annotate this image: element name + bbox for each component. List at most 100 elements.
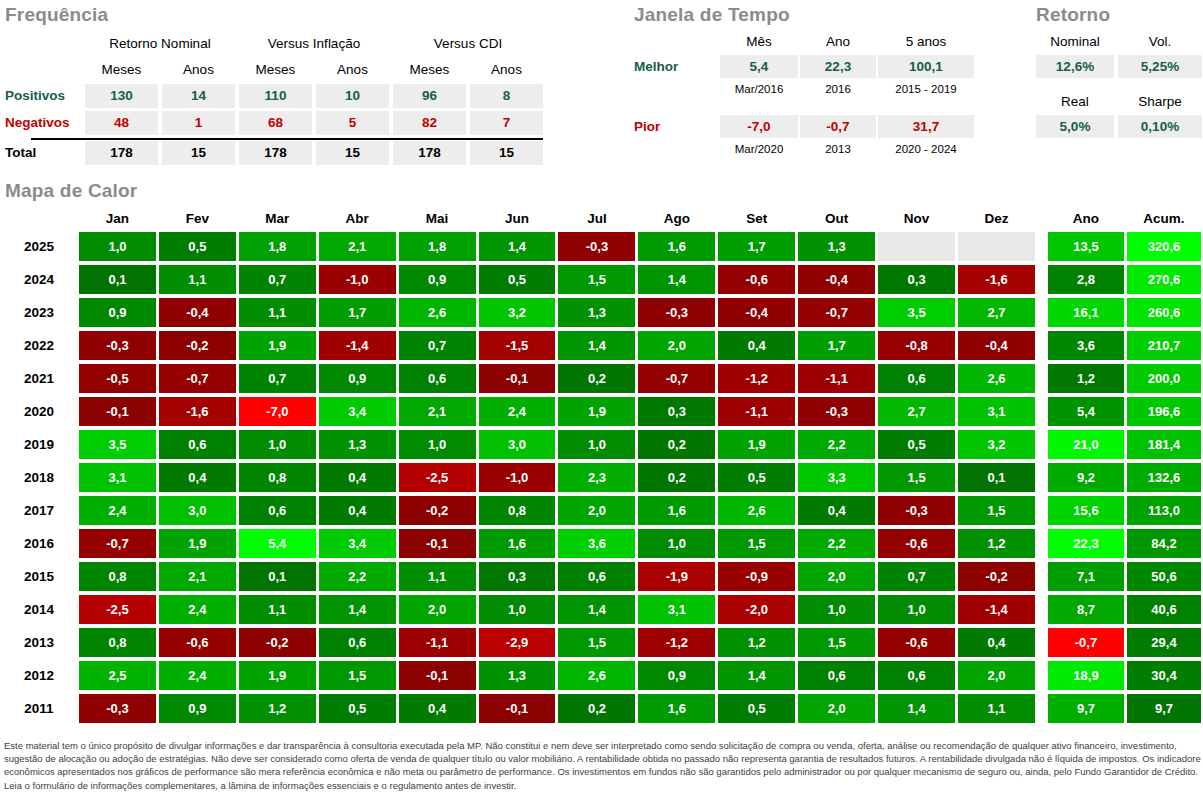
heatmap-spacer: [1038, 628, 1045, 657]
heatmap-cell: 5,4: [239, 529, 316, 558]
heatmap-month-header: Mar: [239, 210, 316, 228]
heatmap-cell: -1,1: [399, 628, 476, 657]
heatmap-cell: 3,1: [79, 463, 156, 492]
heatmap-cell: 2,1: [159, 562, 236, 591]
heatmap-cell: -0,2: [159, 331, 236, 360]
heatmap-year-label: 2019: [2, 430, 76, 459]
heatmap-cell: 1,4: [479, 232, 556, 261]
heatmap-cell: 1,4: [638, 265, 715, 294]
heatmap-cell: -0,4: [798, 265, 875, 294]
heatmap-cell: -0,3: [79, 694, 156, 723]
heatmap-cell: 0,6: [878, 661, 955, 690]
heatmap-cell: 1,0: [479, 595, 556, 624]
heatmap-cell: -0,8: [878, 331, 955, 360]
heatmap-ano-cell: 8,7: [1048, 595, 1124, 624]
heatmap-acum-cell: 196,6: [1127, 397, 1201, 426]
freq-row-label-negativos: Negativos: [5, 111, 81, 135]
heatmap-acum-cell: 200,0: [1127, 364, 1201, 393]
janela-value: -7,0: [720, 115, 798, 138]
heatmap-cell: 1,0: [878, 595, 955, 624]
heatmap-cell: 1,5: [878, 463, 955, 492]
heatmap-cell: 1,7: [798, 331, 875, 360]
freq-value: 130: [85, 84, 158, 108]
heatmap-cell: -0,3: [798, 397, 875, 426]
retorno-col-header: Nominal: [1036, 32, 1114, 52]
heatmap-ano-cell: 2,8: [1048, 265, 1124, 294]
heatmap-cell: 1,2: [239, 694, 316, 723]
heatmap-year-label: 2014: [2, 595, 76, 624]
heatmap-cell: 0,5: [159, 232, 236, 261]
retorno-section: Retorno Nominal Vol. 12,6% 5,25% Real Sh…: [1036, 4, 1203, 138]
heatmap-ano-cell: 5,4: [1048, 397, 1124, 426]
heatmap-year-label: 2021: [2, 364, 76, 393]
janela-date: Mar/2016: [720, 81, 798, 99]
heatmap-grid: JanFevMarAbrMaiJunJulAgoSetOutNovDezAnoA…: [2, 208, 1201, 723]
heatmap-cell: 2,0: [798, 562, 875, 591]
heatmap-cell: 0,6: [399, 364, 476, 393]
heatmap-cell: 1,3: [558, 298, 635, 327]
freq-value: 15: [162, 141, 235, 165]
heatmap-cell: 0,2: [638, 430, 715, 459]
heatmap-cell: 0,6: [159, 430, 236, 459]
freq-value: 14: [162, 84, 235, 108]
heatmap-spacer: [1038, 562, 1045, 591]
heatmap-ano-cell: 22,3: [1048, 529, 1124, 558]
frequencia-title: Frequência: [5, 4, 565, 26]
freq-value: 8: [470, 84, 543, 108]
janela-value: 100,1: [878, 55, 974, 78]
janela-corner: [634, 81, 718, 99]
heatmap-cell: -0,7: [638, 364, 715, 393]
heatmap-ano-cell: 3,6: [1048, 331, 1124, 360]
heatmap-cell: 1,2: [958, 529, 1035, 558]
heatmap-cell: -0,4: [958, 331, 1035, 360]
janela-row-label-melhor: Melhor: [634, 55, 718, 78]
heatmap-cell: -0,1: [399, 529, 476, 558]
heatmap-cell: 0,1: [958, 463, 1035, 492]
freq-corner: [5, 32, 81, 56]
heatmap-cell: 0,3: [479, 562, 556, 591]
heatmap-spacer: [1038, 529, 1045, 558]
heatmap-cell: 1,7: [319, 298, 396, 327]
heatmap-cell: -2,0: [718, 595, 795, 624]
heatmap-cell: -0,2: [958, 562, 1035, 591]
freq-value: 178: [393, 141, 466, 165]
freq-corner: [5, 59, 81, 81]
janela-corner: [634, 141, 718, 159]
heatmap-cell: 3,0: [479, 430, 556, 459]
heatmap-cell: 1,4: [558, 331, 635, 360]
retorno-spacer: [1036, 81, 1202, 89]
heatmap-cell: 0,2: [558, 364, 635, 393]
freq-group-header: Versus CDI: [393, 32, 543, 56]
disclaimer-line: econômicos apresentados nos gráficos de …: [4, 765, 1201, 778]
heatmap-summary-header: Acum.: [1127, 210, 1201, 228]
janela-date: 2013: [800, 141, 876, 159]
heatmap-cell: 0,4: [718, 331, 795, 360]
heatmap-cell: 2,4: [159, 595, 236, 624]
retorno-col-header: Real: [1036, 92, 1114, 112]
heatmap-cell: -0,2: [239, 628, 316, 657]
heatmap-cell: 1,0: [79, 232, 156, 261]
heatmap-cell: 2,0: [399, 595, 476, 624]
heatmap-cell: -1,0: [479, 463, 556, 492]
heatmap-cell: 2,3: [558, 463, 635, 492]
heatmap-cell: 0,5: [718, 463, 795, 492]
heatmap-cell: -1,2: [718, 364, 795, 393]
heatmap-cell: 0,3: [638, 397, 715, 426]
janela-title: Janela de Tempo: [634, 4, 978, 26]
freq-value: 15: [316, 141, 389, 165]
heatmap-cell: -2,5: [79, 595, 156, 624]
heatmap-cell: 0,1: [79, 265, 156, 294]
heatmap-cell: -1,2: [638, 628, 715, 657]
heatmap-cell: 0,7: [239, 265, 316, 294]
heatmap-cell: -0,6: [878, 628, 955, 657]
freq-sub-header: Anos: [316, 59, 389, 81]
heatmap-cell: -1,4: [958, 595, 1035, 624]
janela-value: -0,7: [800, 115, 876, 138]
heatmap-month-header: Set: [718, 210, 795, 228]
heatmap-cell: [958, 232, 1035, 261]
heatmap-cell: 1,9: [718, 430, 795, 459]
janela-value: 5,4: [720, 55, 798, 78]
heatmap-cell: 1,6: [638, 232, 715, 261]
heatmap-cell: 1,5: [558, 628, 635, 657]
heatmap-cell: -0,4: [159, 298, 236, 327]
